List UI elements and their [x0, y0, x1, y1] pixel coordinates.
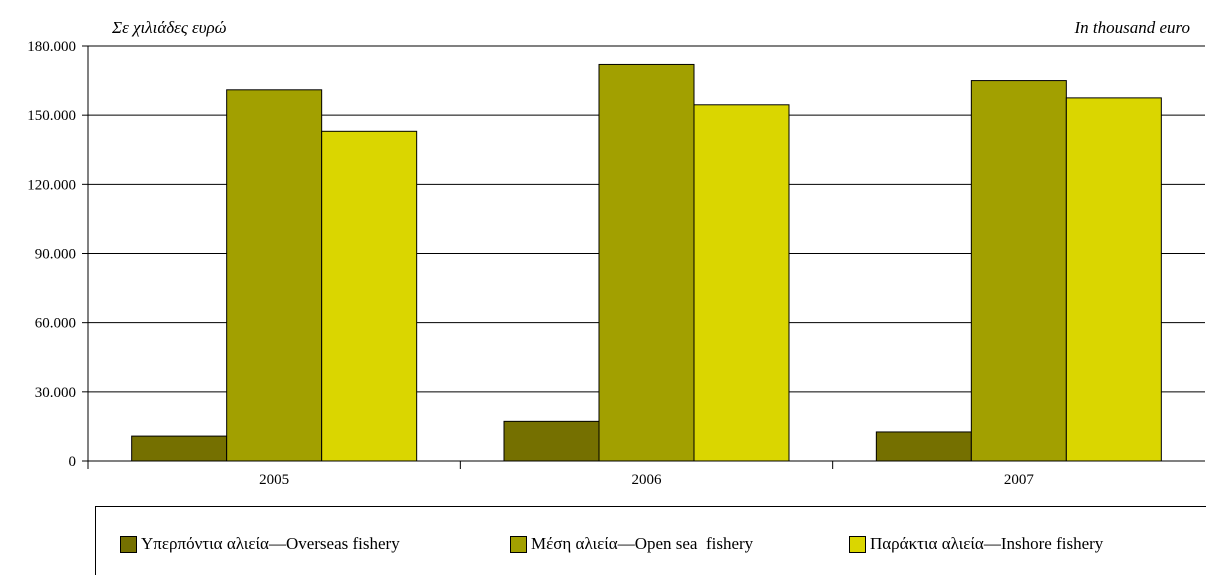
x-tick-label: 2007	[1004, 472, 1035, 488]
bar	[598, 63, 695, 462]
bar	[226, 89, 323, 462]
legend-label-overseas: Υπερπόντια αλιεία—Overseas fishery	[141, 534, 400, 553]
y-tick-label: 120.000	[27, 177, 76, 193]
unit-label-english: In thousand euro	[1074, 18, 1190, 37]
y-tick-label: 90.000	[35, 247, 76, 263]
bar	[321, 130, 418, 462]
y-tick-label: 30.000	[35, 385, 76, 401]
bar-chart: 0 30.000 60.000 90.000 120.000 150.000 180.000…	[27, 39, 1205, 488]
axes	[82, 45, 1205, 469]
legend-label-inshore: Παράκτια αλιεία—Inshore fishery	[870, 534, 1104, 553]
unit-label-greek: Σε χιλιάδες ευρώ	[112, 18, 227, 37]
bars	[131, 63, 1162, 462]
bar	[503, 420, 600, 462]
bar	[970, 80, 1067, 462]
y-tick-label: 60.000	[35, 316, 76, 332]
legend-swatch-open-sea	[510, 535, 527, 553]
bar	[875, 431, 972, 462]
bar	[1065, 97, 1162, 462]
x-tick-label: 2006	[632, 472, 663, 488]
y-tick-label: 0	[69, 454, 77, 470]
legend-swatch-inshore	[849, 535, 866, 553]
legend-item-overseas: Υπερπόντια αλιεία—Overseas fishery	[120, 534, 400, 554]
tick-labels: 0 30.000 60.000 90.000 120.000 150.000 180.000…	[27, 39, 1034, 488]
bar	[131, 435, 228, 462]
legend-swatch-overseas	[120, 535, 137, 553]
y-tick-label: 150.000	[27, 108, 76, 124]
legend-label-open-sea: Μέση αλιεία—Open sea fishery	[531, 534, 754, 553]
bar	[693, 104, 790, 462]
x-tick-label: 2005	[259, 472, 289, 488]
legend-item-inshore: Παράκτια αλιεία—Inshore fishery	[849, 534, 1103, 554]
legend: Υπερπόντια αλιεία—Overseas fishery Μέση …	[95, 506, 1206, 575]
legend-item-open-sea: Μέση αλιεία—Open sea fishery	[510, 534, 753, 554]
y-tick-label: 180.000	[27, 39, 76, 55]
